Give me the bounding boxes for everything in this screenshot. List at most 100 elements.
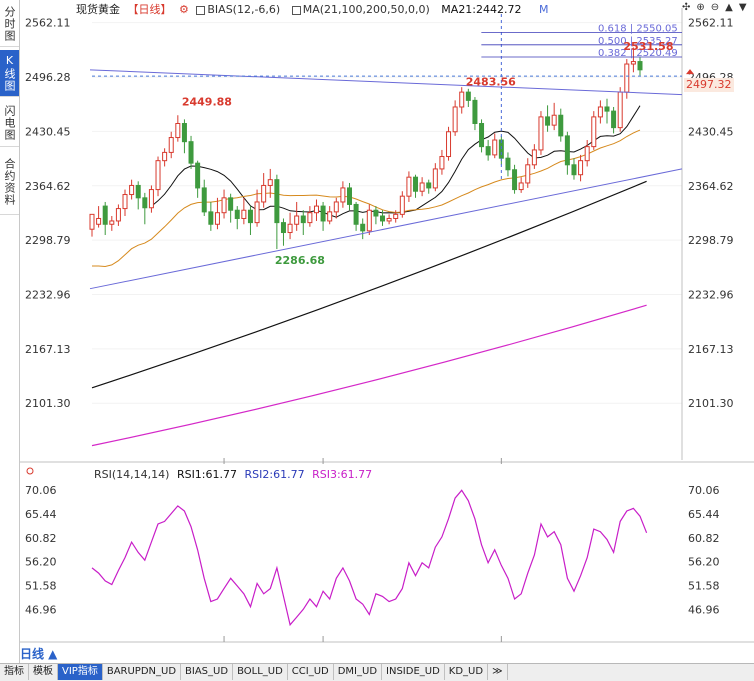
sidebar-tab-flash[interactable]: 闪电图 [0,100,19,147]
candle [122,189,128,217]
candle-body [208,211,214,225]
rsi-tick-label-right: 65.44 [688,508,720,521]
rsi-tick-label-left: 56.20 [25,556,57,569]
candle [465,88,471,107]
candle [578,154,584,182]
candle [439,149,445,175]
y-tick-label-left: 2496.28 [25,71,71,84]
candle-body [96,217,102,225]
candle [307,206,313,227]
candle-body [479,123,485,148]
candle-body [195,162,201,189]
candle-body [492,139,498,156]
ma-lines [91,105,647,447]
candle [234,206,240,230]
candle-body [591,116,597,148]
rsi-tick-label-right: 60.82 [688,532,720,545]
candle [604,98,610,124]
candle [195,160,201,198]
zoom-out-icon[interactable]: ⊖ [710,2,720,13]
ma-checkbox-icon[interactable] [291,5,301,15]
candle [446,126,452,161]
y-tick-label-left: 2562.11 [25,17,71,30]
candle [637,57,643,76]
bias-indicator[interactable]: BIAS(12,-6,6) [196,3,284,16]
candle-body [426,182,432,189]
tab-kd[interactable]: KD_UD [445,664,489,680]
tab-templates[interactable]: 模板 [29,664,58,680]
zoom-in-icon[interactable]: ⊕ [696,2,705,13]
candle [148,185,154,213]
rsi-tick-label-left: 65.44 [25,508,57,521]
ma-indicator[interactable]: MA(21,100,200,50,0,0) [291,3,434,16]
candle-body [531,149,537,166]
current-price-tag: 2497.32 [684,78,734,92]
sidebar-tab-timeshare[interactable]: 分时图 [0,2,19,47]
candle [247,206,253,235]
candle-body [611,110,617,129]
ma200-line [91,304,647,447]
candle [287,212,293,240]
candle-body [571,164,577,176]
candle-body [604,106,610,112]
candle-body [518,182,524,191]
candle-body [267,179,273,186]
candle-body [346,187,352,205]
tab-vip-indicators[interactable]: VIP指标 [58,664,103,680]
sidebar-tab-kline[interactable]: K线图 [0,50,19,97]
candle-body [386,217,392,222]
candle [419,177,425,197]
candle [201,179,207,217]
candle [564,131,570,175]
candle [333,197,339,219]
tab-inside[interactable]: INSIDE_UD [382,664,445,680]
tab-dmi[interactable]: DMI_UD [334,664,383,680]
sidebar-tab-contract-info[interactable]: 合约资料 [0,150,19,215]
rsi-header: RSI(14,14,14) RSI1:61.77 RSI2:61.77 RSI3… [94,468,376,481]
settings-gear-icon[interactable]: ⚙ [179,3,189,16]
high-low-label: 2531.58 [623,40,673,53]
candle-body [584,146,590,162]
resistance-trendline [89,69,683,96]
ma-dropdown-icon[interactable]: M [539,3,549,16]
rsi-tick-label-left: 70.06 [25,484,57,497]
tab-barupdn[interactable]: BARUPDN_UD [103,664,182,680]
fib-level-label: 0.382 | 2520.49 [598,48,678,59]
rsi-tick-label-right: 70.06 [688,484,720,497]
tab-boll[interactable]: BOLL_UD [233,664,288,680]
candle-body [637,61,643,71]
rsi-panel: 70.06 70.06 65.44 65.44 60.82 60.82 56.20 56.20… [25,467,720,627]
period-selector[interactable]: 日线 ▲ [20,646,80,662]
candle [538,111,544,155]
tab-indicators[interactable]: 指标 [0,664,29,680]
tab-cci[interactable]: CCI_UD [288,664,334,680]
tab-bias[interactable]: BIAS_UD [181,664,234,680]
chart-tools: ✣ ⊕ ⊖ ▲ ▼ [676,2,747,13]
period-label[interactable]: 【日线】 [127,3,172,16]
sidebar: 分时图 K线图 闪电图 合约资料 [0,0,20,664]
candle [558,108,564,142]
chart-canvas[interactable]: 0.618 | 2550.050.500 | 2535.270.382 | 25… [20,0,754,646]
bias-checkbox-icon[interactable] [196,5,206,15]
price-arrow-icon [686,69,694,75]
candle-body [241,209,247,219]
fib-level-label: 0.500 | 2535.27 [598,36,678,47]
indicator-tab-bar: 指标 模板 VIP指标 BARUPDN_UD BIAS_UD BOLL_UD CCI_UD D… [0,663,754,681]
scroll-down-icon[interactable]: ▼ [738,2,747,13]
tab-more-icon[interactable]: ≫ [488,664,508,680]
candle-body [340,187,346,203]
high-low-label: 2449.88 [182,95,232,108]
candle [479,119,485,153]
candle-body [624,63,630,93]
high-low-labels: 2449.88 2483.56 2531.58 2286.68 [182,40,674,267]
candle [129,179,135,200]
candle-body [162,151,168,162]
move-icon[interactable]: ✣ [682,2,691,13]
candle-body [287,223,293,234]
bias-label: BIAS(12,-6,6) [207,3,281,16]
y-tick-label-left: 2101.30 [25,397,71,410]
candle [294,201,300,231]
scroll-up-icon[interactable]: ▲ [725,2,733,13]
candle [340,181,346,208]
candle-body [327,211,333,222]
